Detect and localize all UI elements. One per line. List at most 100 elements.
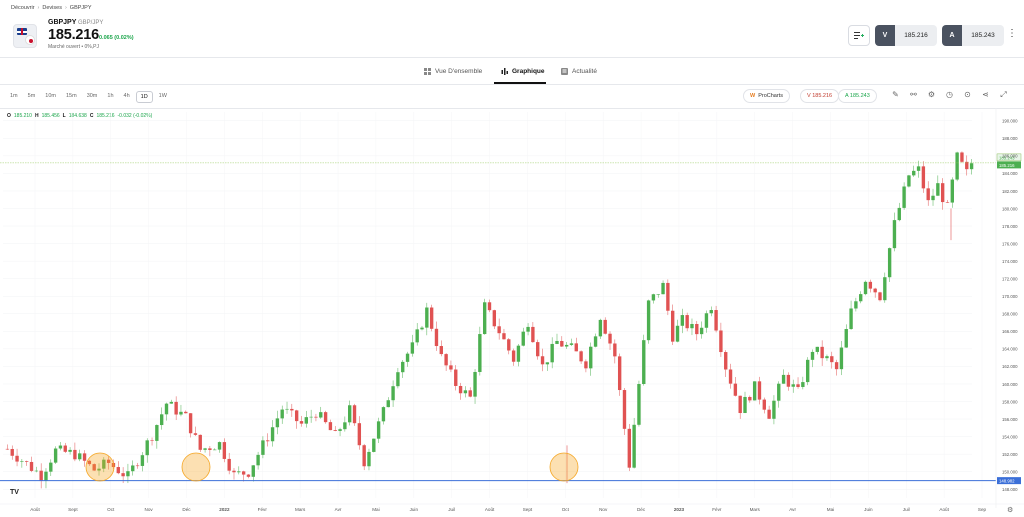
candle-body bbox=[632, 424, 636, 468]
candle-body bbox=[217, 442, 222, 450]
price-tick-label: 162.000 bbox=[1002, 364, 1018, 369]
ohlc-high-label: H bbox=[34, 113, 39, 119]
candle-body bbox=[275, 418, 280, 428]
pencil-icon[interactable]: ✎ bbox=[892, 90, 899, 99]
candle-body bbox=[863, 281, 868, 295]
sell-price-axis-label: 185.216 bbox=[999, 163, 1015, 168]
candle-body bbox=[352, 405, 357, 424]
ohlc-close: 185.216 bbox=[96, 113, 115, 119]
price-tick-label: 156.000 bbox=[1002, 417, 1018, 422]
interval-15m[interactable]: 15m bbox=[65, 93, 77, 99]
candle-body bbox=[748, 396, 752, 401]
interval-5m[interactable]: 5m bbox=[27, 93, 36, 99]
interval-10m[interactable]: 10m bbox=[45, 93, 56, 99]
interval-1w[interactable]: 1W bbox=[158, 93, 167, 99]
indicators-icon[interactable]: ⚯ bbox=[910, 90, 917, 99]
ohlc-open-label: O bbox=[7, 113, 11, 119]
toolbar-divider bbox=[0, 108, 1024, 109]
candle-body bbox=[897, 207, 901, 221]
candle-body bbox=[78, 453, 82, 460]
candle-body bbox=[613, 343, 617, 357]
interval-1m[interactable]: 1m bbox=[10, 93, 18, 99]
candle-body bbox=[97, 468, 101, 471]
interval-1d[interactable]: 1D bbox=[135, 91, 153, 103]
candle-body bbox=[159, 414, 164, 426]
interval-1h[interactable]: 1h bbox=[107, 93, 114, 99]
breadcrumb-item[interactable]: Découvrir bbox=[11, 5, 35, 11]
settings-icon[interactable]: ⚙ bbox=[927, 90, 936, 99]
candle-body bbox=[102, 459, 106, 469]
candle-body bbox=[376, 421, 381, 439]
procharts-button[interactable]: W ProCharts bbox=[743, 89, 790, 103]
candle-body bbox=[25, 461, 29, 462]
candle-body bbox=[184, 411, 188, 414]
candle-body bbox=[372, 438, 376, 452]
price-tick-label: 158.000 bbox=[1002, 399, 1018, 404]
candle-body bbox=[401, 361, 405, 373]
candle-body bbox=[290, 408, 294, 411]
candle-body bbox=[314, 416, 318, 418]
price-tick-label: 168.000 bbox=[1002, 312, 1018, 317]
share-icon[interactable]: ⋖ bbox=[982, 90, 989, 99]
candle-body bbox=[820, 346, 824, 359]
candle-body bbox=[381, 407, 386, 422]
candle-body bbox=[555, 340, 559, 344]
time-tick-label: Sep bbox=[978, 507, 987, 512]
fullscreen-icon[interactable]: ⤢ bbox=[1000, 90, 1007, 99]
breadcrumb-separator: › bbox=[64, 5, 67, 11]
time-tick-label: Avr bbox=[789, 507, 796, 512]
candle-body bbox=[969, 163, 974, 170]
candle-body bbox=[53, 448, 58, 463]
sell-price: 185.216 bbox=[895, 25, 937, 46]
tab-news[interactable]: Actualité bbox=[561, 68, 597, 75]
candle-body bbox=[593, 336, 598, 347]
candle-body bbox=[752, 381, 757, 401]
chart-grid bbox=[3, 112, 983, 498]
candle-body bbox=[825, 356, 829, 359]
time-tick-label: Oct bbox=[562, 507, 570, 512]
candle-body bbox=[603, 319, 607, 334]
candle-body bbox=[82, 453, 87, 461]
tab-overview[interactable]: Vue D'ensemble bbox=[424, 68, 482, 75]
candle-body bbox=[955, 152, 959, 180]
watchlist-button[interactable] bbox=[848, 25, 870, 46]
interval-4h[interactable]: 4h bbox=[123, 93, 130, 99]
clock-icon[interactable]: ◷ bbox=[946, 90, 953, 99]
candle-body bbox=[545, 362, 550, 365]
candle-body bbox=[507, 339, 511, 351]
candle-body bbox=[140, 455, 145, 466]
candle-body bbox=[733, 383, 738, 396]
more-options-icon[interactable]: ⋮ bbox=[1007, 28, 1017, 39]
tab-chart[interactable]: Graphique bbox=[501, 68, 545, 75]
instrument-symbol: GBPJPY bbox=[48, 19, 77, 26]
candle-body bbox=[531, 326, 535, 343]
buy-price: 185.243 bbox=[962, 25, 1004, 46]
candle-body bbox=[87, 460, 92, 465]
candle-body bbox=[598, 319, 603, 337]
candle-body bbox=[762, 399, 766, 410]
candle-body bbox=[299, 421, 304, 424]
chart-buy-button[interactable]: A 185.243 bbox=[838, 89, 877, 103]
candle-body bbox=[883, 277, 887, 301]
chart-sell-button[interactable]: V 185.216 bbox=[800, 89, 840, 103]
breadcrumb-item[interactable]: Devises bbox=[42, 5, 62, 11]
candle-body bbox=[323, 412, 328, 423]
candle-body bbox=[709, 310, 713, 314]
price-tick-label: 148.000 bbox=[1002, 487, 1018, 492]
candle-body bbox=[155, 425, 159, 441]
buy-button[interactable]: A 185.243 bbox=[942, 25, 1004, 46]
chart-icon bbox=[501, 68, 508, 75]
time-tick-label: Avr bbox=[335, 507, 342, 512]
alarm-icon[interactable]: ⊙ bbox=[964, 90, 971, 99]
sell-button[interactable]: V 185.216 bbox=[875, 25, 937, 46]
breadcrumb-item: GBPJPY bbox=[69, 5, 92, 11]
candle-body bbox=[333, 430, 337, 431]
candle-body bbox=[198, 434, 202, 450]
candle-body bbox=[777, 383, 781, 401]
time-tick-label: Mai bbox=[372, 507, 379, 512]
chart-tools: ✎ ⚯ ⚙ ◷ ⊙ ⋖ ⤢ bbox=[890, 90, 1009, 100]
candle-body bbox=[801, 382, 805, 387]
candle-body bbox=[237, 471, 241, 473]
interval-30m[interactable]: 30m bbox=[86, 93, 98, 99]
